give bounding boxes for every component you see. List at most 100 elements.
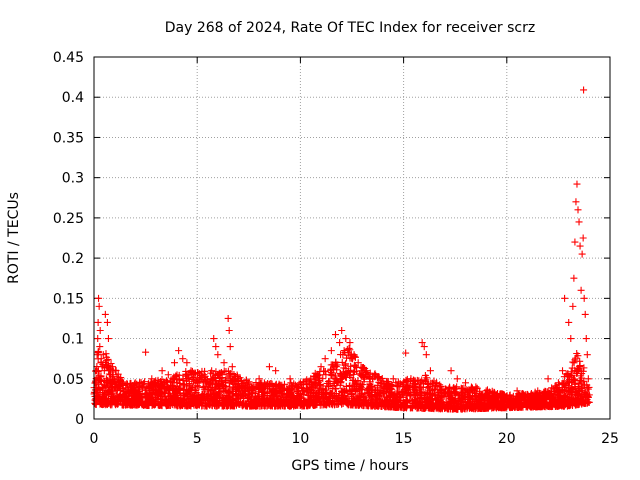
data-point xyxy=(97,355,105,363)
data-point-dense xyxy=(346,346,354,354)
data-point-dense xyxy=(311,373,319,381)
data-point-dense xyxy=(350,399,358,407)
data-point xyxy=(226,343,234,351)
data-point-dense xyxy=(567,368,575,376)
data-point-dense xyxy=(158,381,166,389)
data-point-dense xyxy=(136,395,144,403)
chart-title: Day 268 of 2024, Rate Of TEC Index for r… xyxy=(165,20,535,36)
data-point-dense xyxy=(141,399,149,407)
data-point-dense xyxy=(364,386,372,394)
data-point xyxy=(158,367,166,375)
data-point xyxy=(513,387,521,395)
data-point-dense xyxy=(564,400,572,408)
data-point xyxy=(338,327,346,335)
data-point xyxy=(94,318,102,326)
data-point-dense xyxy=(201,391,209,399)
data-point-dense xyxy=(386,388,394,396)
data-point-dense xyxy=(297,391,305,399)
data-point-dense xyxy=(515,395,523,403)
y-tick-label: 0 xyxy=(75,412,84,428)
data-point-dense xyxy=(99,392,107,400)
data-point-dense xyxy=(279,394,287,402)
data-point-dense xyxy=(548,384,556,392)
data-point-dense xyxy=(406,392,414,400)
data-point xyxy=(503,395,511,403)
data-point xyxy=(95,294,103,302)
data-point-dense xyxy=(493,402,501,410)
data-point xyxy=(572,198,580,206)
data-point-dense xyxy=(206,401,214,409)
data-point-dense xyxy=(290,393,298,401)
data-point-dense xyxy=(304,387,312,395)
data-point-dense xyxy=(421,377,429,385)
data-point-dense xyxy=(345,344,353,352)
data-point-dense xyxy=(293,399,301,407)
data-point-dense xyxy=(404,382,412,390)
data-point-dense xyxy=(118,393,126,401)
data-point-dense xyxy=(235,390,243,398)
data-point xyxy=(109,363,117,371)
data-point-dense xyxy=(401,403,409,411)
data-point xyxy=(336,339,344,347)
data-point xyxy=(561,294,569,302)
data-point-dense xyxy=(167,399,175,407)
data-point xyxy=(389,375,397,383)
data-point-dense xyxy=(321,367,329,375)
data-point-dense xyxy=(427,403,435,411)
data-point-dense xyxy=(232,387,240,395)
data-point xyxy=(265,363,273,371)
data-point-dense xyxy=(423,374,431,382)
data-point-dense xyxy=(402,399,410,407)
data-point-dense xyxy=(248,400,256,408)
data-point xyxy=(379,383,387,391)
data-point-dense xyxy=(522,395,530,403)
data-point-dense xyxy=(200,373,208,381)
data-point xyxy=(210,335,218,343)
data-point-dense xyxy=(459,389,467,397)
data-point-dense xyxy=(277,402,285,410)
data-point-dense xyxy=(229,377,237,385)
data-point xyxy=(99,351,107,359)
data-point-dense xyxy=(558,380,566,388)
data-point xyxy=(102,375,110,383)
data-point-dense xyxy=(564,369,572,377)
data-point-dense xyxy=(570,359,578,367)
data-point-dense xyxy=(359,364,367,372)
data-point xyxy=(96,327,104,335)
data-point-dense xyxy=(322,389,330,397)
data-point-dense xyxy=(579,367,587,375)
data-point-dense xyxy=(438,392,446,400)
data-point-dense xyxy=(383,378,391,386)
data-point-dense xyxy=(272,401,280,409)
data-point-dense xyxy=(446,402,454,410)
data-point-dense xyxy=(315,394,323,402)
data-point-dense xyxy=(356,385,364,393)
data-point-dense xyxy=(278,390,286,398)
data-point xyxy=(565,318,573,326)
x-tick-label: 20 xyxy=(498,431,516,447)
data-point-dense xyxy=(106,389,114,397)
data-point-dense xyxy=(179,391,187,399)
data-point-dense xyxy=(171,375,179,383)
data-point-dense xyxy=(573,350,581,358)
data-point-dense xyxy=(560,380,568,388)
data-point-dense xyxy=(242,399,250,407)
data-point xyxy=(96,343,104,351)
data-point-dense xyxy=(408,397,416,405)
data-point-dense xyxy=(141,393,149,401)
data-point xyxy=(193,375,201,383)
data-point-dense xyxy=(568,384,576,392)
data-point xyxy=(183,359,191,367)
data-point-dense xyxy=(169,376,177,384)
data-point-dense xyxy=(109,395,117,403)
data-point xyxy=(131,379,139,387)
data-point-dense xyxy=(409,391,417,399)
data-point-dense xyxy=(343,386,351,394)
data-point-dense xyxy=(554,394,562,402)
data-point xyxy=(580,86,588,94)
data-point-dense xyxy=(415,394,423,402)
data-point xyxy=(317,363,325,371)
data-point-dense xyxy=(467,385,475,393)
data-point-dense xyxy=(242,391,250,399)
data-point-dense xyxy=(336,369,344,377)
